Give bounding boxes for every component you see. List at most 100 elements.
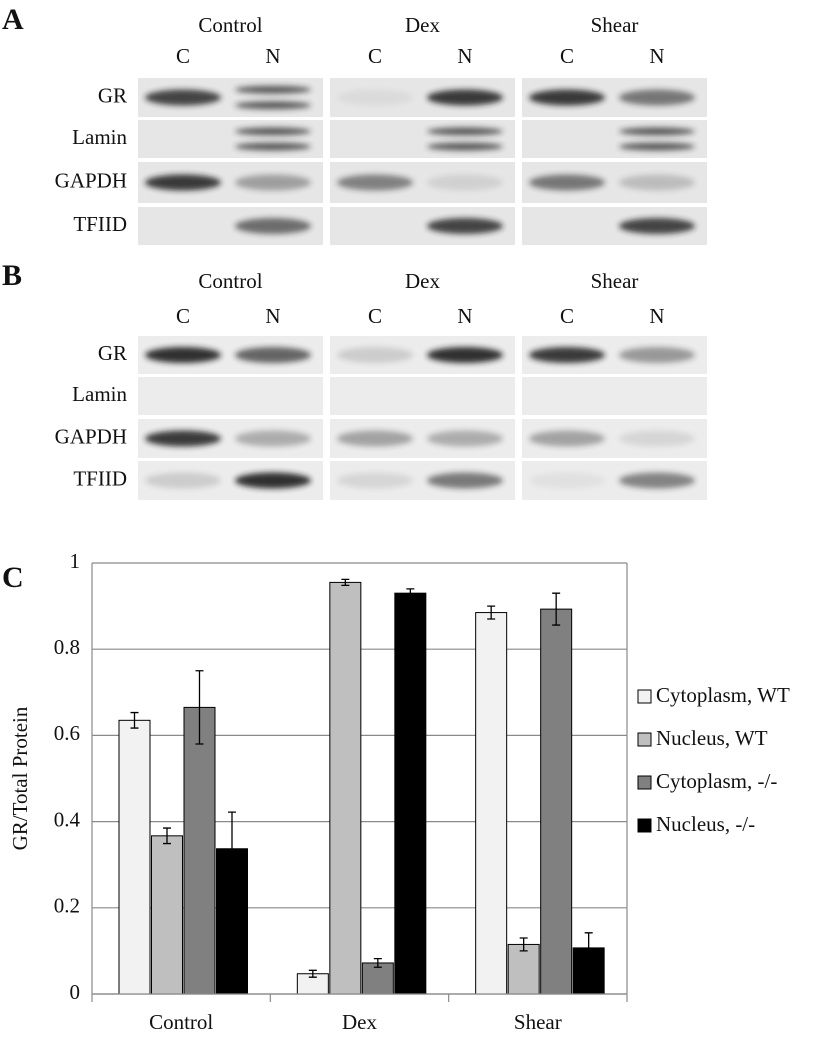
lane-label: N [457, 304, 472, 328]
panel-label: B [2, 259, 22, 292]
y-tick-label: 0.2 [54, 894, 80, 918]
group-label: Shear [591, 269, 639, 293]
y-tick-label: 0.8 [54, 635, 80, 659]
row-label: Lamin [72, 125, 127, 149]
blot-band [235, 142, 311, 151]
blot-box [522, 377, 707, 415]
blot-band [427, 218, 503, 234]
blot-band [235, 430, 311, 447]
error-bar [228, 811, 236, 887]
x-tick-label: Shear [514, 1010, 562, 1034]
bar [118, 719, 151, 995]
lane-label: C [176, 304, 190, 328]
error-bar [552, 592, 561, 626]
error-bar [519, 937, 528, 952]
panel-label: A [2, 3, 24, 36]
y-axis-label: GR/Total Protein [8, 706, 32, 850]
row-label: GR [98, 341, 127, 365]
lane-label: C [560, 304, 574, 328]
row-label: GAPDH [55, 424, 127, 448]
lane-label: C [176, 44, 190, 68]
blot-band [427, 174, 503, 191]
error-bar [341, 578, 350, 587]
blot-box [138, 120, 323, 158]
blot-band [619, 89, 695, 106]
blot-band [427, 430, 503, 447]
blot-band [235, 218, 311, 234]
legend-swatch [637, 732, 652, 747]
blot-band [145, 347, 221, 363]
error-bar [130, 711, 139, 729]
blot-band [619, 218, 695, 234]
bar [394, 592, 427, 995]
bar [329, 581, 362, 995]
group-label: Control [198, 13, 262, 37]
group-label: Dex [405, 269, 440, 293]
blot-band [619, 472, 695, 489]
blot-band [145, 472, 221, 489]
blot-band [427, 127, 503, 136]
row-label: TFIID [73, 466, 127, 490]
panel-label: C [2, 561, 24, 594]
blot-band [619, 174, 695, 191]
error-bar [308, 969, 317, 978]
bar [183, 706, 216, 995]
blot-box [138, 377, 323, 415]
blot-band [235, 174, 311, 191]
legend-label: Cytoplasm, -/- [656, 769, 777, 793]
blot-band [529, 174, 605, 191]
blot-band [235, 101, 311, 110]
blot-band [619, 347, 695, 363]
blot-band [619, 142, 695, 151]
blot-band [619, 430, 695, 447]
y-tick-label: 0.4 [54, 807, 81, 831]
error-bar [487, 605, 496, 620]
group-label: Shear [591, 13, 639, 37]
lane-label: C [368, 304, 382, 328]
x-tick-label: Control [149, 1010, 213, 1034]
blot-band [427, 142, 503, 151]
lane-label: N [457, 44, 472, 68]
x-tick-label: Dex [342, 1010, 377, 1034]
lane-label: C [560, 44, 574, 68]
legend-label: Nucleus, -/- [656, 812, 755, 836]
group-label: Dex [405, 13, 440, 37]
bar [540, 608, 573, 995]
blot-box [522, 120, 707, 158]
blot-band [337, 472, 413, 489]
lane-label: N [649, 44, 664, 68]
blot-band [529, 430, 605, 447]
error-bar [163, 827, 171, 845]
y-tick-label: 0.6 [54, 721, 80, 745]
blot-band [145, 89, 221, 106]
bar [507, 943, 540, 995]
lane-label: N [265, 44, 280, 68]
blot-band [337, 89, 413, 106]
legend-label: Cytoplasm, WT [656, 683, 790, 707]
blot-band [619, 127, 695, 136]
blot-band [145, 430, 221, 447]
bar [475, 612, 508, 995]
blot-band [145, 174, 221, 191]
error-bar [195, 670, 204, 745]
legend-label: Nucleus, WT [656, 726, 768, 750]
blot-band [529, 89, 605, 106]
blot-box [330, 377, 515, 415]
error-bar [406, 588, 415, 599]
blot-band [235, 85, 311, 94]
blot-band [427, 347, 503, 363]
row-label: GR [98, 83, 127, 107]
blot-band [235, 127, 311, 136]
lane-label: N [649, 304, 664, 328]
bar [151, 835, 183, 995]
y-tick-label: 1 [70, 549, 81, 573]
blot-band [427, 89, 503, 106]
row-label: GAPDH [55, 168, 127, 192]
blot-band [235, 347, 311, 363]
legend-swatch [637, 689, 652, 704]
group-label: Control [198, 269, 262, 293]
legend-swatch [637, 818, 652, 833]
blot-box [330, 120, 515, 158]
row-label: TFIID [73, 212, 127, 236]
